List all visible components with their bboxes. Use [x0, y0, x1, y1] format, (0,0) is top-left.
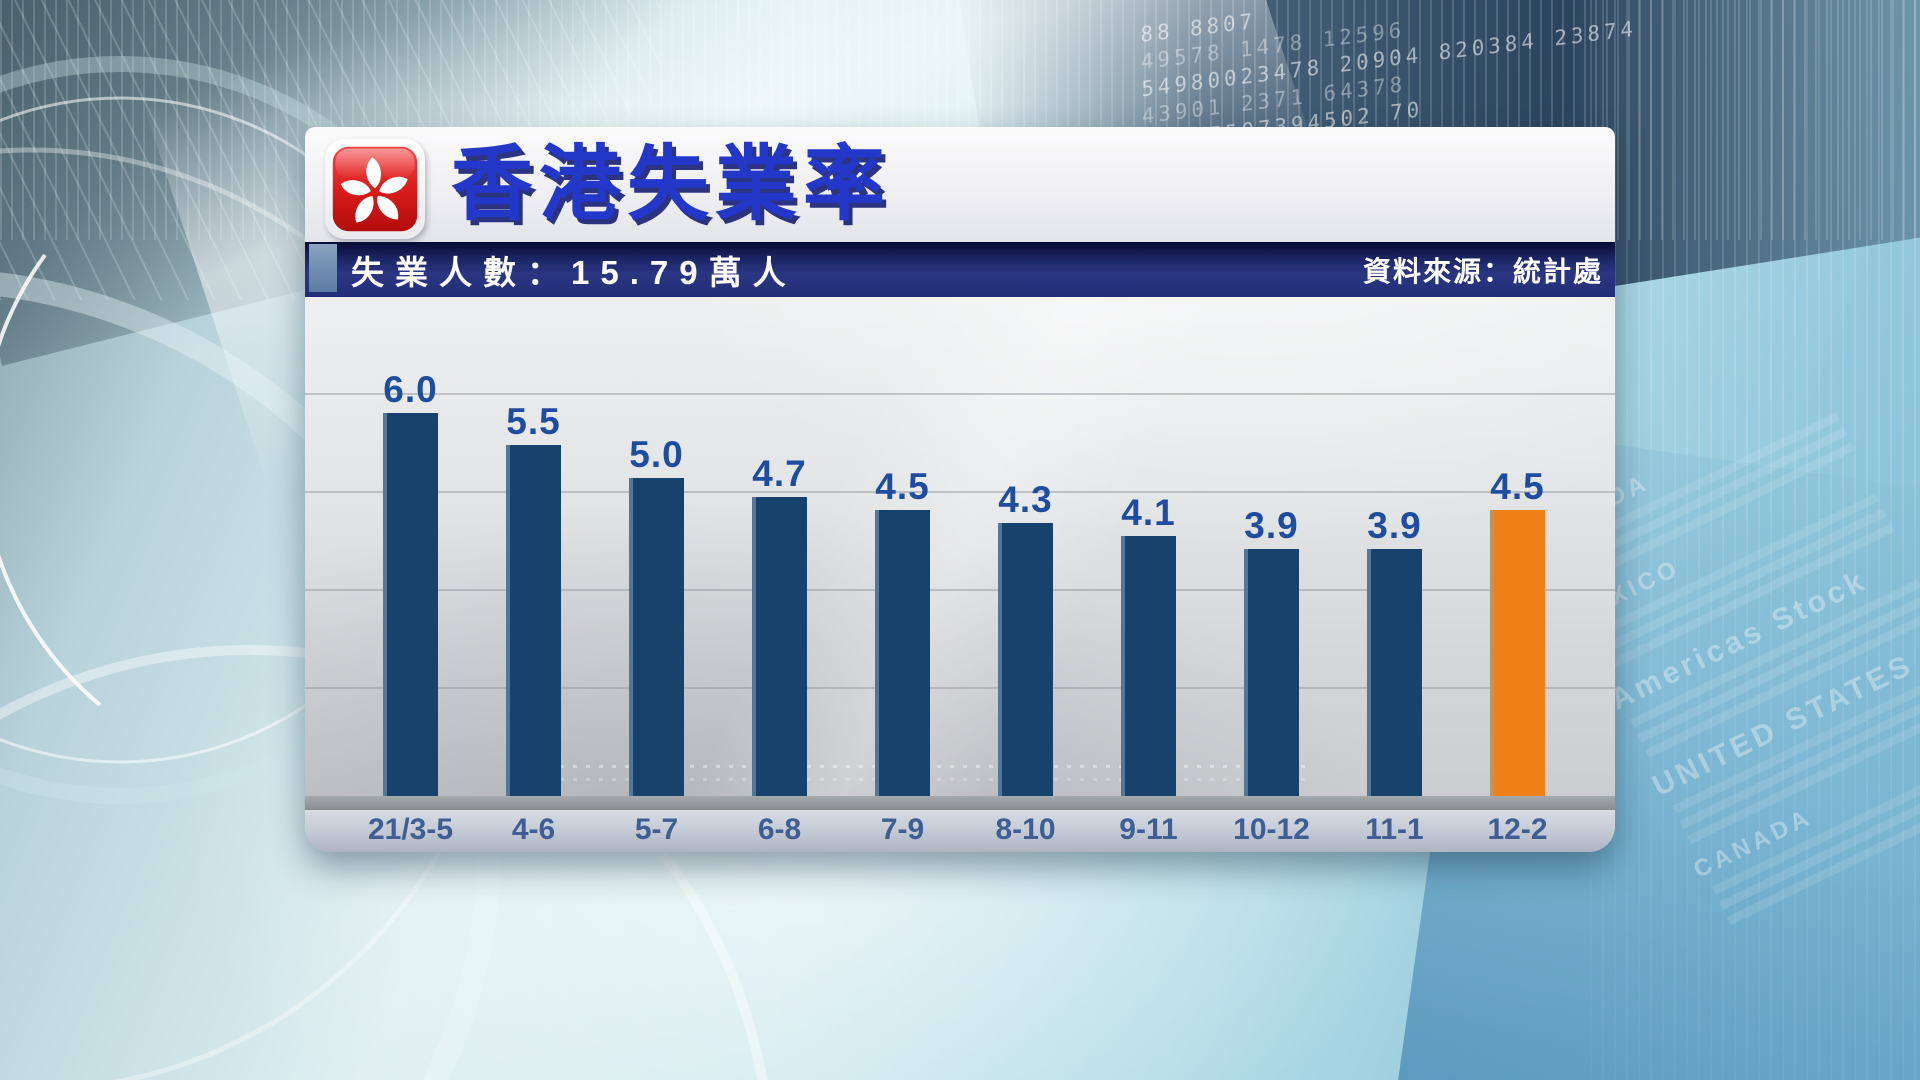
x-axis-label-7-9: 7-9: [880, 813, 925, 846]
x-axis-label-11-1: 11-1: [1365, 813, 1424, 846]
gridline: [305, 393, 1615, 395]
accent-square: [309, 244, 337, 292]
unemployed-count-label: 失業人數：15.79萬人: [351, 253, 797, 291]
bar-value-label: 6.0: [383, 369, 438, 410]
gridline: [305, 491, 1615, 493]
data-source-label: 資料來源：統計處: [1362, 255, 1603, 287]
dotted-row: [560, 778, 1310, 781]
x-axis-label-9-11: 9-11: [1119, 813, 1178, 846]
x-axis-label-21/3-5: 21/3-5: [367, 813, 454, 846]
x-axis-label-8-10: 8-10: [995, 813, 1056, 846]
x-axis-label-5-7: 5-7: [634, 813, 679, 846]
gridline: [305, 589, 1615, 591]
bar-12-2: 4.5: [1490, 466, 1545, 796]
title-band: 香港失業率: [305, 127, 1615, 242]
page-title: 香港失業率: [451, 138, 892, 230]
bar-10-12: 3.9: [1244, 505, 1299, 796]
x-axis-label-12-2: 12-2: [1487, 813, 1548, 846]
bar-21/3-5: 6.0: [383, 369, 438, 796]
bar-9-11: 4.1: [1121, 492, 1176, 796]
bar-chart-area: 6.0 5.5 5.0 4.7 4.5 4.3 4.1 3.9 3.9 4.5: [305, 297, 1615, 796]
chart-panel: 香港失業率 失業人數：15.79萬人 資料來源：統計處 6.0 5.5 5.0 4.7…: [305, 127, 1615, 852]
dotted-row: [560, 765, 1310, 768]
bar-value-label: 3.9: [1244, 505, 1299, 546]
bar-5-7: 5.0: [629, 434, 684, 796]
axis-baseline-strip: [305, 796, 1615, 810]
bar-value-label: 4.5: [1490, 466, 1545, 507]
x-axis-label-4-6: 4-6: [511, 813, 556, 846]
bar-value-label: 4.7: [752, 453, 807, 494]
subtitle-bar: 失業人數：15.79萬人 資料來源：統計處: [305, 242, 1615, 297]
bar-value-label: 3.9: [1367, 505, 1422, 546]
bar-7-9: 4.5: [875, 466, 930, 796]
bar-8-10: 4.3: [998, 479, 1053, 796]
bar-4-6: 5.5: [506, 401, 561, 796]
x-axis-labels: 21/3-5 4-6 5-7 6-8 7-9 8-10 9-11 10-12 11-1 12-2: [305, 810, 1615, 852]
x-axis-label-10-12: 10-12: [1233, 813, 1310, 846]
gridline: [305, 687, 1615, 689]
bar-value-label: 4.5: [875, 466, 930, 507]
bar-value-label: 4.1: [1121, 492, 1176, 533]
hk-flag-icon: [325, 138, 425, 239]
bar-value-label: 4.3: [998, 479, 1053, 520]
bar-value-label: 5.5: [506, 401, 561, 442]
bar-6-8: 4.7: [752, 453, 807, 796]
bar-value-label: 5.0: [629, 434, 684, 475]
bar-11-1: 3.9: [1367, 505, 1422, 796]
x-axis-label-6-8: 6-8: [757, 813, 802, 846]
